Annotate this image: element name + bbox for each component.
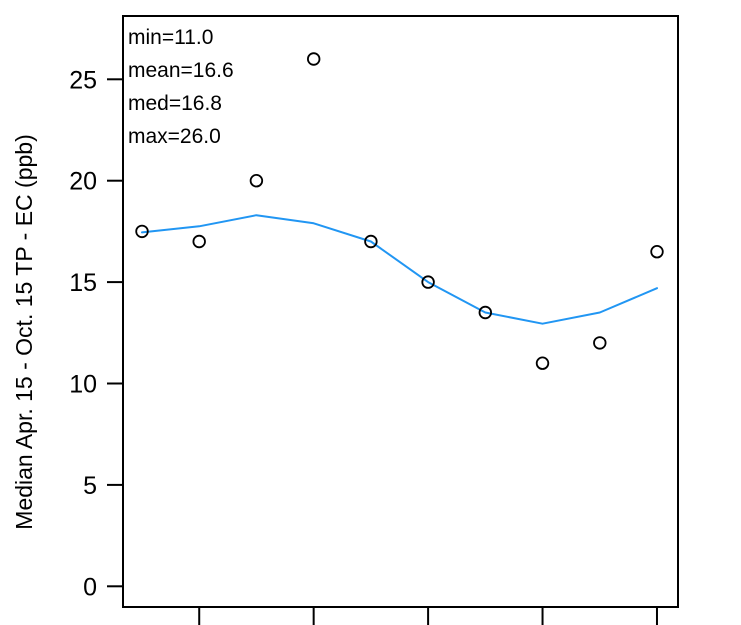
annotation-line: min=11.0 [128,26,213,49]
y-tick-label: 0 [83,573,97,601]
data-point-marker [307,52,321,66]
data-point-marker [478,305,493,320]
y-tick-label: 10 [69,371,97,399]
y-tick-label: 20 [69,168,97,196]
plot-border [122,15,679,608]
y-axis-title: Median Apr. 15 - Oct. 15 TP - EC (ppb) [11,134,37,529]
y-axis-ticks: 0 5 10 15 20 25 [69,66,123,601]
data-point-marker [535,356,550,370]
data-point-marker [650,244,664,259]
y-tick-label: 15 [69,269,97,297]
data-point-marker [249,173,264,188]
y-tick-label: 5 [83,472,97,500]
stats-annotations: min=11.0 mean=16.6 med=16.8 max=26.0 [128,26,234,148]
annotation-line: mean=16.6 [128,59,234,82]
data-point-marker [421,275,435,289]
annotation-line: max=26.0 [128,125,221,148]
data-point-marker [192,234,206,249]
data-point-marker [135,224,149,239]
y-tick-label: 25 [69,66,97,94]
lowess-smooth-line [141,214,658,325]
smooth-line-path [141,214,658,325]
annotation-line: med=16.8 [128,92,222,115]
x-axis-ticks [198,607,658,625]
data-point-marker [593,336,607,350]
data-points [135,52,664,370]
data-point-marker [364,234,378,249]
